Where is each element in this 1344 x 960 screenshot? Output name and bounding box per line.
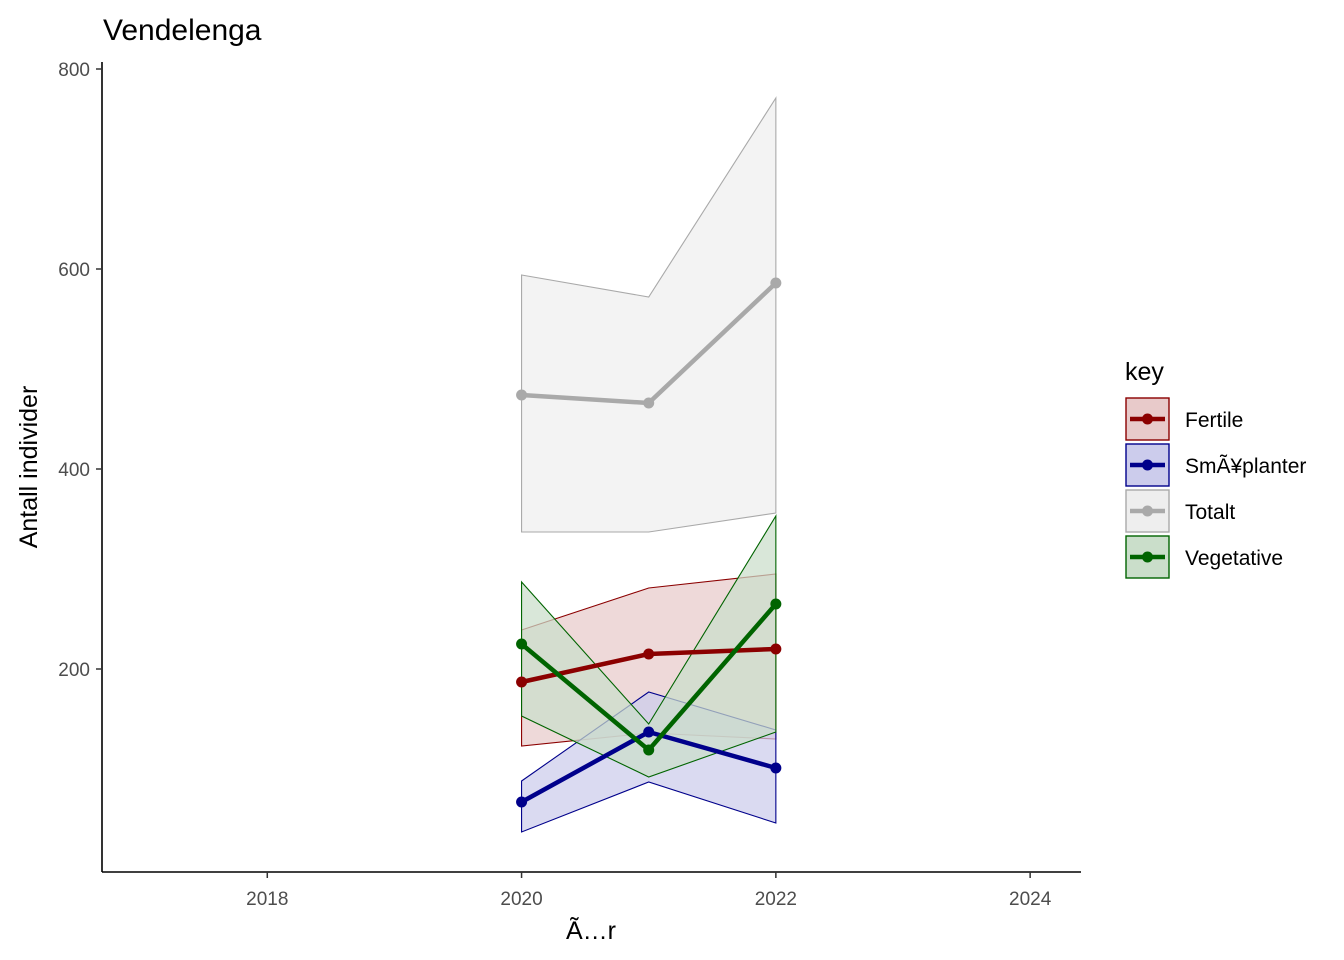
x-tick-label: 2018 <box>246 889 288 910</box>
x-tick-label: 2022 <box>755 889 797 910</box>
y-tick-label: 200 <box>58 660 90 681</box>
x-tick-label: 2024 <box>1009 889 1052 910</box>
point-sma-planter <box>770 762 782 774</box>
legend-item-vegetative: Vegetative <box>1125 535 1283 579</box>
band-vegetative <box>521 514 777 778</box>
y-axis-title: Antall individer <box>15 386 43 549</box>
point-vegetative <box>516 638 528 650</box>
legend-key-point <box>1142 459 1153 471</box>
legend-label: Totalt <box>1185 501 1235 524</box>
point-sma-planter <box>516 796 528 808</box>
x-axis-ticks: 2018 2020 2022 2024 <box>246 872 1052 910</box>
legend-key-point <box>1142 551 1153 563</box>
legend-key-point <box>1142 505 1153 517</box>
legend: key Fertile SmÃ¥planter Totalt Vegetative <box>1125 358 1306 579</box>
point-totalt <box>770 277 782 289</box>
chart-title: Vendelenga <box>103 14 262 47</box>
y-tick-label: 600 <box>58 260 90 281</box>
legend-key-point <box>1142 413 1153 425</box>
legend-item-sma-planter: SmÃ¥planter <box>1125 443 1306 487</box>
band-totalt <box>521 96 777 533</box>
x-tick-label: 2020 <box>500 889 542 910</box>
confidence-bands <box>521 96 777 833</box>
legend-title: key <box>1125 358 1164 386</box>
legend-label: Vegetative <box>1185 547 1283 570</box>
point-vegetative <box>643 744 655 756</box>
series-points <box>516 277 782 808</box>
point-sma-planter <box>643 726 655 738</box>
y-tick-label: 800 <box>58 60 90 81</box>
legend-item-totalt: Totalt <box>1125 489 1235 533</box>
point-fertile <box>643 648 655 660</box>
y-tick-label: 400 <box>58 460 90 481</box>
y-axis-ticks: 200 400 600 800 <box>58 60 102 681</box>
point-totalt <box>516 389 528 401</box>
legend-label: Fertile <box>1185 409 1243 432</box>
point-fertile <box>516 676 528 688</box>
point-totalt <box>643 397 655 409</box>
legend-label: SmÃ¥planter <box>1185 454 1306 478</box>
legend-item-fertile: Fertile <box>1125 397 1243 441</box>
point-fertile <box>770 643 782 655</box>
point-vegetative <box>770 598 782 610</box>
x-axis-title: Ã…r <box>566 916 616 945</box>
